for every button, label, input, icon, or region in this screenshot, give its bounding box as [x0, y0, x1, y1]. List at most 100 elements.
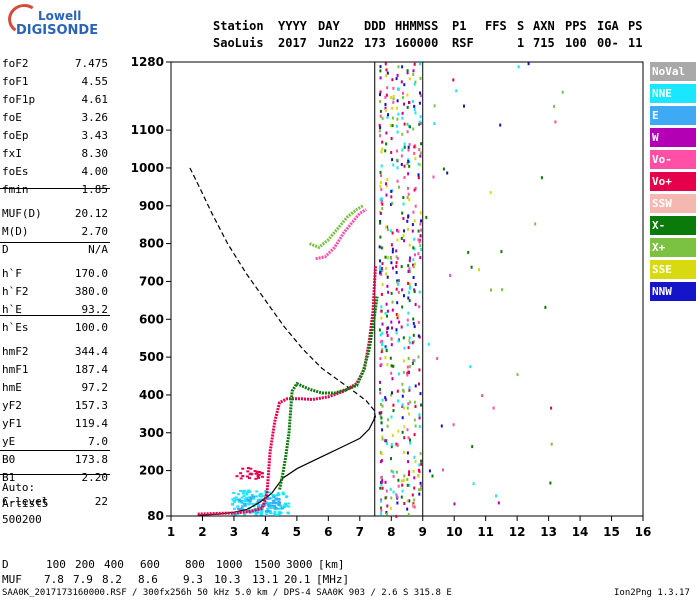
- cluster-point: [231, 498, 235, 501]
- noise-point: [379, 259, 381, 263]
- header-s: S: [517, 19, 525, 33]
- noise-point: [378, 268, 381, 271]
- noise-point: [384, 103, 387, 106]
- param-name: foF1: [2, 75, 29, 88]
- cluster-point: [254, 513, 258, 516]
- cluster-point: [281, 491, 285, 494]
- cluster-point: [273, 510, 277, 513]
- noise-point: [413, 486, 416, 490]
- noise-point: [379, 387, 382, 391]
- noise-point: [384, 439, 387, 443]
- noise-point: [419, 487, 422, 491]
- noise-point: [414, 145, 417, 149]
- noise-point: [395, 331, 398, 335]
- noise-point: [419, 244, 422, 248]
- cluster-point: [248, 491, 252, 493]
- noise-point: [411, 361, 414, 365]
- cluster-point: [264, 501, 268, 504]
- noise-point: [379, 486, 382, 490]
- noise-point: [380, 164, 383, 168]
- stray-point: [490, 288, 492, 292]
- header-ffs: FFS: [485, 19, 507, 33]
- noise-point: [395, 313, 398, 316]
- noise-point: [380, 267, 383, 270]
- noise-point: [390, 96, 393, 99]
- noise-point: [397, 65, 400, 69]
- muf-value: 13.1: [252, 573, 279, 586]
- noise-point: [408, 365, 411, 368]
- x-tick-label: 1: [167, 525, 175, 539]
- noise-point: [386, 309, 389, 313]
- noise-point: [411, 341, 414, 345]
- noise-point: [401, 211, 404, 215]
- noise-point: [381, 202, 384, 206]
- noise-point: [406, 162, 409, 165]
- noise-point: [392, 470, 395, 474]
- cluster-point: [260, 472, 264, 475]
- muf-value: 7.8: [44, 573, 64, 586]
- d-value: 3000: [286, 558, 313, 571]
- profile-curve: [197, 415, 376, 516]
- stray-point: [472, 482, 475, 486]
- noise-point: [389, 229, 392, 233]
- cluster-point: [249, 467, 253, 470]
- noise-point: [380, 411, 383, 415]
- noise-point: [401, 489, 404, 493]
- echo-trace: [278, 296, 379, 490]
- cluster-point: [242, 500, 246, 503]
- noise-point: [408, 336, 411, 340]
- noise-point: [380, 197, 383, 201]
- noise-point: [390, 443, 393, 447]
- noise-point: [403, 450, 405, 454]
- echo-trace: [315, 208, 367, 261]
- param-name: C-level: [2, 495, 49, 508]
- noise-point: [380, 174, 382, 178]
- cluster-point: [235, 475, 239, 478]
- noise-point: [395, 249, 398, 253]
- y-tick-label: 700: [139, 274, 164, 288]
- x-tick-label: 12: [509, 525, 526, 539]
- cluster-point: [233, 497, 237, 500]
- stray-point: [527, 62, 530, 66]
- noise-point: [408, 386, 411, 390]
- y-tick-label: 600: [139, 312, 164, 326]
- noise-point: [379, 221, 382, 225]
- noise-point: [401, 305, 404, 309]
- noise-point: [395, 328, 398, 332]
- noise-point: [385, 302, 388, 306]
- noise-point: [398, 320, 401, 324]
- param-value: 7.0: [88, 435, 108, 448]
- noise-point: [380, 246, 383, 250]
- noise-point: [403, 239, 405, 243]
- cluster-point: [240, 501, 244, 504]
- noise-point: [408, 160, 411, 164]
- noise-point: [408, 483, 411, 487]
- noise-point: [407, 158, 410, 162]
- stray-point: [469, 365, 472, 369]
- param-row: fmin 1.85: [2, 182, 108, 198]
- noise-point: [407, 356, 410, 360]
- noise-point: [381, 339, 384, 343]
- param-row: foF1p 4.61: [2, 92, 108, 108]
- cluster-point: [272, 495, 276, 498]
- cluster-point: [284, 502, 287, 505]
- noise-point: [420, 228, 423, 232]
- cluster-point: [277, 504, 281, 507]
- cluster-point: [260, 504, 264, 507]
- noise-point: [408, 412, 410, 416]
- noise-point: [400, 479, 403, 483]
- cluster-point: [278, 501, 282, 504]
- noise-point: [381, 322, 384, 326]
- noise-point: [397, 372, 400, 376]
- noise-point: [402, 202, 405, 206]
- stray-point: [442, 167, 445, 171]
- noise-point: [391, 326, 393, 330]
- param-value: N/A: [88, 243, 108, 256]
- cluster-point: [249, 498, 253, 501]
- noise-point: [379, 134, 381, 138]
- cluster-point: [277, 498, 281, 501]
- noise-point: [412, 359, 415, 363]
- noise-point: [392, 409, 395, 413]
- noise-point: [385, 511, 388, 514]
- noise-point: [390, 415, 393, 419]
